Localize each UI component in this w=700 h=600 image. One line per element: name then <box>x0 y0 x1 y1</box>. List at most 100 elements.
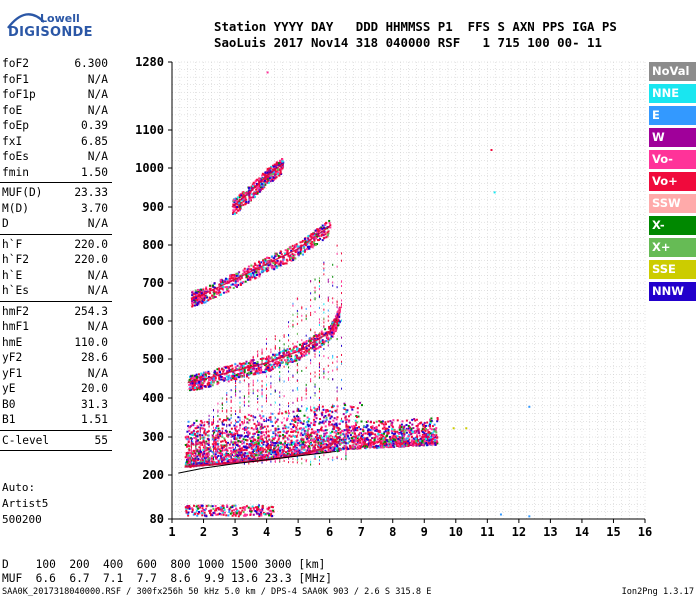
echo-point <box>331 446 334 449</box>
echo-point <box>349 413 352 416</box>
echo-point <box>265 394 267 397</box>
echo-point <box>327 341 329 344</box>
echo-point <box>267 446 270 449</box>
echo-point <box>190 461 192 464</box>
echo-point <box>368 439 371 442</box>
echo-point <box>217 445 220 448</box>
echo-point <box>425 438 428 441</box>
echo-point <box>237 456 240 459</box>
echo-point <box>199 434 201 437</box>
echo-point <box>318 294 320 297</box>
echo-point <box>296 452 298 455</box>
echo-point <box>273 450 276 453</box>
echo-point <box>204 296 207 299</box>
echo-point <box>327 448 329 451</box>
echo-point <box>252 436 254 439</box>
echo-point <box>390 423 393 426</box>
echo-point <box>333 431 336 434</box>
echo-point <box>354 429 357 432</box>
echo-point <box>383 424 386 427</box>
param-value: N/A <box>87 284 108 297</box>
echo-point <box>226 400 228 403</box>
echo-point <box>321 339 324 342</box>
echo-point <box>283 395 285 398</box>
echo-point <box>365 438 368 441</box>
echo-point <box>399 442 402 445</box>
echo-point <box>221 422 223 425</box>
echo-point <box>345 447 347 450</box>
echo-point <box>430 441 433 444</box>
echo-point <box>195 434 197 437</box>
echo-point <box>300 438 303 441</box>
echo-point <box>255 426 258 429</box>
echo-point <box>230 449 233 452</box>
echo-point <box>296 408 298 411</box>
echo-point <box>222 288 225 291</box>
echo-point <box>323 269 325 272</box>
echo-point <box>224 286 227 289</box>
echo-point <box>301 437 304 440</box>
echo-point <box>328 424 331 427</box>
echo-point <box>202 289 205 292</box>
echo-point <box>337 322 340 325</box>
echo-point <box>200 302 203 305</box>
echo-point <box>243 373 246 376</box>
echo-point <box>414 430 417 433</box>
echo-point <box>303 342 306 345</box>
echo-point <box>243 429 245 432</box>
echo-point <box>226 393 228 396</box>
echo-point <box>327 356 329 359</box>
echo-point <box>257 446 259 449</box>
echo-point <box>321 414 324 417</box>
echo-point <box>373 441 376 444</box>
param-name: D <box>2 217 9 230</box>
echo-point <box>196 382 199 385</box>
echo-point <box>301 432 303 435</box>
echo-point <box>222 291 225 294</box>
echo-point <box>251 448 254 451</box>
echo-point <box>237 445 240 448</box>
echo-point <box>344 439 347 442</box>
echo-point <box>246 446 249 449</box>
echo-point <box>259 450 262 453</box>
echo-point <box>336 426 339 429</box>
echo-point <box>332 325 335 328</box>
echo-point <box>310 305 312 308</box>
echo-point <box>259 449 262 452</box>
echo-point <box>298 357 301 360</box>
echo-point <box>270 442 273 445</box>
echo-point <box>190 438 192 441</box>
echo-point <box>296 444 299 447</box>
echo-point <box>242 365 245 368</box>
echo-point <box>217 451 219 454</box>
echo-point <box>359 437 362 440</box>
echo-point <box>211 384 214 387</box>
echo-point <box>375 446 378 449</box>
echo-point <box>302 438 305 441</box>
echo-point <box>255 271 258 274</box>
echo-point <box>296 357 299 360</box>
echo-point <box>352 427 355 430</box>
echo-point <box>334 409 337 412</box>
header-line2: SaoLuis 2017 Nov14 318 040000 RSF 1 715 … <box>214 35 602 50</box>
echo-point <box>429 432 432 435</box>
param-row: B1 1.51 <box>0 412 112 428</box>
echo-point <box>243 397 245 400</box>
echo-point <box>257 367 260 370</box>
echo-point <box>191 294 194 297</box>
echo-point <box>268 369 271 372</box>
echo-point <box>384 423 387 426</box>
echo-point <box>435 439 438 442</box>
echo-point <box>228 278 231 281</box>
echo-point <box>310 408 312 411</box>
echo-point <box>271 367 274 370</box>
echo-point <box>338 427 341 430</box>
echo-point <box>263 457 266 460</box>
echo-point <box>265 428 267 431</box>
echo-point <box>324 420 327 423</box>
echo-point <box>339 434 342 437</box>
param-value: 31.3 <box>81 397 108 411</box>
echo-point <box>312 424 315 427</box>
echo-point <box>371 441 374 444</box>
echo-point <box>271 424 274 427</box>
